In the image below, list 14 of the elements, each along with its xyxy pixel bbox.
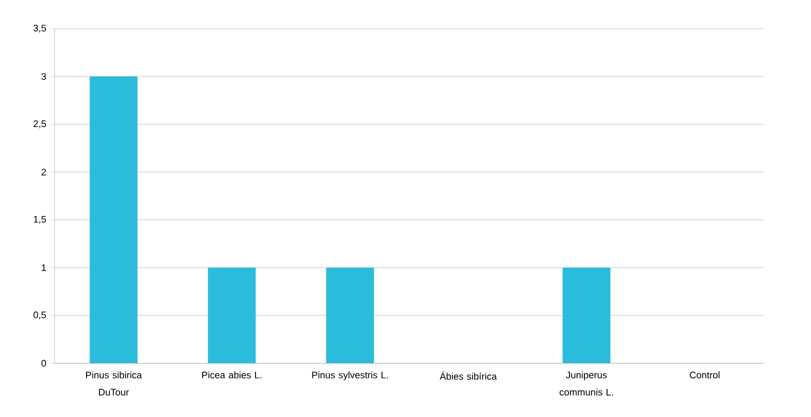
y-tick-label: 2 xyxy=(42,168,46,176)
x-tick-label: Pinus sylvestris L. xyxy=(312,372,388,380)
y-tick-label: 3,5 xyxy=(33,24,46,33)
y-tick-label: 1,5 xyxy=(34,216,46,224)
y-tick-label: 1 xyxy=(42,264,46,272)
x-tick-label: Ábies sibírica xyxy=(440,372,497,380)
y-tick-label: 2,5 xyxy=(34,120,46,128)
y-tick-label: 3 xyxy=(41,73,46,80)
y-tick-label: 0 xyxy=(41,360,46,367)
x-tick-label: Juniperus communis L. xyxy=(560,372,613,396)
x-tick-label: Picea abies L. xyxy=(202,372,262,378)
y-tick-label: 0,5 xyxy=(33,312,46,320)
x-tick-label: Control xyxy=(690,372,720,378)
x-tick-label: Pinus sibirica DuTour xyxy=(86,372,142,396)
